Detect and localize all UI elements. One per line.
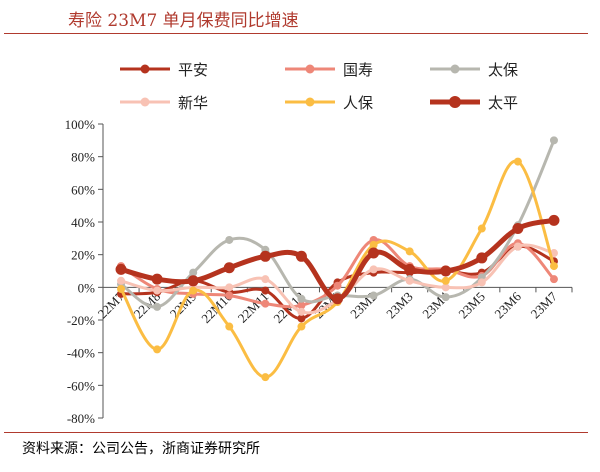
data-point [189,268,198,277]
data-point [153,345,162,354]
legend-label: 太平 [488,94,518,112]
data-point [259,250,271,262]
legend-swatch-marker [450,64,460,74]
data-point [549,136,558,145]
data-point [225,283,234,292]
legend-swatch-marker [449,96,461,108]
data-point [297,314,306,323]
data-point [261,373,270,382]
legend-item: 新华 [120,94,208,112]
y-tick-label: 80% [71,150,95,165]
legend-label: 人保 [343,94,373,112]
y-tick-label: -60% [67,378,95,393]
data-point [225,291,234,300]
legend-swatch-marker [305,97,315,107]
data-point [187,275,199,287]
series-layer [115,136,560,382]
bottom-rule [4,432,588,433]
x-tick-label: 23M7 [528,288,561,321]
data-point [295,250,307,262]
data-point [332,293,343,305]
chart-svg: -80%-60%-40%-20%0%20%40%60%80%100%22M7 22… [65,61,573,426]
y-tick-label: -40% [67,346,95,361]
data-point [225,322,234,331]
y-tick-label: 20% [71,248,95,263]
source-note: 资料来源：公司公告，浙商证券研究所 [22,441,260,457]
data-point [297,294,306,303]
data-point [513,242,522,251]
y-tick-label: 100% [65,117,96,132]
data-point [261,286,270,295]
legend-label: 平安 [178,61,208,79]
legend-swatch-marker [140,97,150,107]
y-tick-label: -80% [67,411,95,426]
axes: -80%-60%-40%-20%0%20%40%60%80%100%22M7 22… [65,117,573,426]
data-point [297,301,306,310]
data-point [477,278,486,287]
data-point [476,252,488,264]
data-point [369,240,378,249]
legend-item: 太平 [430,94,518,112]
title-rule [4,33,588,34]
data-point [549,275,558,284]
legend-swatch-marker [140,64,150,74]
data-point [441,293,450,302]
legend-label: 新华 [178,94,208,112]
data-point [368,247,380,259]
data-point [223,262,235,274]
data-point [117,284,126,293]
data-point [115,263,127,275]
data-point [261,275,270,284]
data-point [512,223,524,235]
y-tick-label: 60% [71,182,95,197]
data-point [404,263,416,275]
data-point [225,235,234,244]
chart-title: 寿险 23M7 单月保费同比增速 [68,11,299,31]
legend-item: 平安 [120,61,208,79]
data-point [297,307,306,316]
data-point [333,281,342,290]
data-point [549,262,558,271]
data-point [153,286,162,295]
data-point [440,265,452,277]
data-point [297,322,306,331]
data-point [151,273,163,285]
data-point [153,302,162,311]
data-point [548,214,560,226]
legend-label: 太保 [488,61,518,79]
data-point [441,276,450,285]
y-tick-label: 40% [71,215,95,230]
y-tick-label: -20% [67,313,95,328]
x-tick-label: 23M3 [383,289,416,322]
data-point [369,291,378,300]
legend-item: 人保 [285,94,373,112]
data-point [477,224,486,233]
legend-item: 国寿 [285,61,373,79]
data-point [513,157,522,166]
x-tick-label: 23M6 [491,288,524,321]
data-point [261,299,270,308]
data-point [441,283,450,292]
data-point [117,276,126,285]
data-point [369,265,378,274]
data-point [189,286,198,295]
data-point [405,247,414,256]
legend-label: 国寿 [343,61,373,79]
legend-swatch-marker [305,64,315,74]
y-tick-label: 0% [78,280,96,295]
legend-item: 太保 [430,61,518,79]
series-6 [115,214,560,305]
data-point [405,276,414,285]
